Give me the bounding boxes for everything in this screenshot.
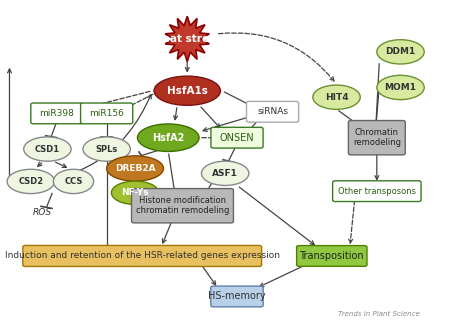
- Ellipse shape: [201, 161, 249, 185]
- Text: ASF1: ASF1: [212, 169, 238, 178]
- Ellipse shape: [24, 137, 71, 161]
- Text: Transposition: Transposition: [300, 251, 364, 261]
- Ellipse shape: [313, 85, 360, 110]
- Text: MOM1: MOM1: [384, 83, 417, 92]
- FancyBboxPatch shape: [297, 246, 367, 266]
- Text: Trends in Plant Science: Trends in Plant Science: [338, 311, 420, 317]
- Ellipse shape: [137, 124, 199, 152]
- Ellipse shape: [154, 76, 220, 105]
- FancyBboxPatch shape: [348, 121, 405, 155]
- FancyBboxPatch shape: [211, 127, 263, 148]
- Text: Induction and retention of the HSR-related genes expression: Induction and retention of the HSR-relat…: [5, 251, 280, 260]
- Text: CCS: CCS: [64, 177, 82, 186]
- Ellipse shape: [53, 169, 94, 194]
- Text: miR156: miR156: [89, 109, 124, 118]
- Text: HsfA1s: HsfA1s: [167, 86, 208, 96]
- Ellipse shape: [111, 181, 159, 204]
- Text: HIT4: HIT4: [325, 93, 348, 102]
- FancyBboxPatch shape: [246, 101, 299, 122]
- Polygon shape: [165, 16, 210, 62]
- Ellipse shape: [377, 40, 424, 64]
- FancyBboxPatch shape: [211, 286, 263, 307]
- FancyBboxPatch shape: [81, 103, 133, 124]
- Text: siRNAs: siRNAs: [257, 107, 288, 116]
- Text: miR398: miR398: [39, 109, 74, 118]
- Ellipse shape: [83, 137, 130, 161]
- Text: DREB2A: DREB2A: [115, 164, 155, 173]
- Text: DDM1: DDM1: [385, 47, 416, 56]
- Text: HsfA2: HsfA2: [152, 133, 184, 143]
- FancyBboxPatch shape: [31, 103, 83, 124]
- Text: Heat stress: Heat stress: [154, 34, 221, 44]
- Text: CSD1: CSD1: [35, 145, 60, 154]
- Text: Other transposons: Other transposons: [338, 187, 416, 196]
- FancyBboxPatch shape: [131, 189, 233, 223]
- Text: NF-Ys: NF-Ys: [121, 188, 149, 197]
- Text: ONSEN: ONSEN: [219, 133, 255, 143]
- Text: SPLs: SPLs: [96, 145, 118, 154]
- FancyBboxPatch shape: [23, 246, 262, 266]
- Text: HS-memory: HS-memory: [208, 292, 266, 301]
- Text: Histone modification
chromatin remodeling: Histone modification chromatin remodelin…: [136, 196, 229, 215]
- Text: Chromatin
remodeling: Chromatin remodeling: [353, 128, 401, 147]
- FancyBboxPatch shape: [333, 181, 421, 202]
- Text: ROS: ROS: [33, 208, 52, 217]
- Ellipse shape: [107, 156, 164, 181]
- Ellipse shape: [377, 75, 424, 100]
- Text: CSD2: CSD2: [18, 177, 44, 186]
- Ellipse shape: [7, 169, 55, 194]
